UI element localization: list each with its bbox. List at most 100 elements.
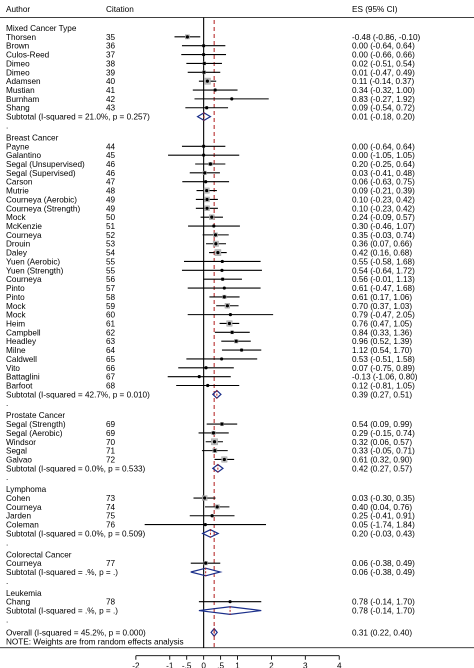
study-es-label: 0.00 (-1.05, 1.05) xyxy=(352,151,415,160)
study-citation: 49 xyxy=(106,195,116,204)
study-es-label: 0.11 (-0.14, 0.37) xyxy=(352,77,414,86)
study-author: Segal (Strength) xyxy=(6,420,66,429)
study-author: Galantino xyxy=(6,151,41,160)
study-point xyxy=(185,35,189,39)
weights-note: NOTE: Weights are from random effects an… xyxy=(6,638,184,647)
study-es-label: 0.53 (-0.51, 1.58) xyxy=(352,355,415,364)
study-point xyxy=(230,330,234,334)
study-es-label: 0.03 (-0.41, 0.48) xyxy=(352,169,415,178)
study-citation: 36 xyxy=(106,42,116,51)
study-author: Shang xyxy=(6,104,30,113)
study-author: Mutrie xyxy=(6,187,29,196)
study-author: Segal xyxy=(6,447,27,456)
study-citation: 43 xyxy=(106,104,116,113)
study-point xyxy=(204,561,208,565)
x-axis-tick-label: 1 xyxy=(235,662,240,668)
group-title: Lymphoma xyxy=(6,485,47,494)
study-citation: 48 xyxy=(106,187,116,196)
study-author: Courneya (Aerobic) xyxy=(6,195,77,204)
study-point xyxy=(220,268,224,272)
x-axis-tick-label: -2 xyxy=(132,662,140,668)
study-point xyxy=(210,215,214,219)
study-point xyxy=(208,162,213,166)
group-spacer-dot: . xyxy=(6,615,8,624)
study-citation: 57 xyxy=(106,284,116,293)
subtotal-diamond xyxy=(196,112,212,122)
x-axis-tick-label: .5 xyxy=(217,662,224,668)
group-spacer-dot: . xyxy=(6,577,8,586)
study-point xyxy=(220,259,224,264)
study-author: Adamsen xyxy=(6,77,41,86)
study-es-label: 0.32 (0.06, 0.57) xyxy=(352,438,412,447)
study-author: Culos-Reed xyxy=(6,51,50,60)
study-es-label: 0.29 (-0.15, 0.74) xyxy=(352,429,415,438)
group-spacer-dot: . xyxy=(6,399,8,408)
study-citation: 66 xyxy=(106,364,116,373)
study-es-label: 0.00 (-0.66, 0.66) xyxy=(352,51,415,60)
study-point xyxy=(220,422,224,426)
study-citation: 67 xyxy=(106,373,116,382)
study-author: Cohen xyxy=(6,494,31,503)
subtotal-label: Subtotal (I-squared = 21.0%, p = 0.257) xyxy=(6,113,150,122)
study-es-label: 0.55 (-0.58, 1.68) xyxy=(352,257,415,266)
study-point xyxy=(202,70,206,74)
study-es-label: 0.61 (0.32, 0.90) xyxy=(352,455,412,464)
study-citation: 44 xyxy=(106,142,116,151)
study-citation: 70 xyxy=(106,438,116,447)
subtotal-label: Subtotal (I-squared = 0.0%, p = 0.533) xyxy=(6,464,146,473)
study-author: Drouin xyxy=(6,240,31,249)
study-es-label: 0.06 (-0.63, 0.75) xyxy=(352,178,415,187)
study-citation: 51 xyxy=(106,222,116,231)
subtotal-es-label: 0.78 (-0.14, 1.70) xyxy=(352,607,415,616)
study-es-label: 0.02 (-0.51, 0.54) xyxy=(352,59,415,68)
study-es-label: 0.35 (-0.03, 0.74) xyxy=(352,231,415,240)
study-es-label: 0.20 (-0.25, 0.64) xyxy=(352,160,415,169)
study-author: Yuen (Strength) xyxy=(6,266,64,275)
study-es-label: 0.10 (-0.23, 0.42) xyxy=(352,195,415,204)
study-author: McKenzie xyxy=(6,222,42,231)
study-point xyxy=(204,366,208,370)
study-citation: 40 xyxy=(106,77,116,86)
study-citation: 75 xyxy=(106,512,116,521)
study-citation: 50 xyxy=(106,213,116,222)
study-point xyxy=(205,106,209,110)
study-point xyxy=(230,97,234,101)
group-title: Colorectal Cancer xyxy=(6,550,72,559)
study-point xyxy=(210,514,214,518)
study-author: Vito xyxy=(6,364,20,373)
group-title: Prostate Cancer xyxy=(6,411,65,420)
study-citation: 74 xyxy=(106,503,116,512)
study-citation: 35 xyxy=(106,33,116,42)
study-es-label: 0.10 (-0.23, 0.42) xyxy=(352,204,415,213)
study-es-label: 0.34 (-0.32, 1.00) xyxy=(352,86,415,95)
study-author: Battaglini xyxy=(6,373,40,382)
study-citation: 76 xyxy=(106,521,116,530)
study-author: Thorsen xyxy=(6,33,36,42)
study-author: Courneya xyxy=(6,231,42,240)
study-citation: 61 xyxy=(106,319,116,328)
study-citation: 41 xyxy=(106,86,116,95)
overall-es-label: 0.31 (0.22, 0.40) xyxy=(352,628,412,637)
study-point xyxy=(215,505,219,509)
study-citation: 62 xyxy=(106,328,116,337)
study-es-label: 0.00 (-0.64, 0.64) xyxy=(352,142,415,151)
study-citation: 55 xyxy=(106,257,116,266)
study-citation: 69 xyxy=(106,420,116,429)
study-point xyxy=(228,600,232,604)
subtotal-es-label: 0.01 (-0.18, 0.20) xyxy=(352,113,415,122)
study-citation: 60 xyxy=(106,311,116,320)
study-point xyxy=(222,457,226,462)
study-author: Yuen (Aerobic) xyxy=(6,257,60,266)
study-point xyxy=(220,357,224,361)
study-es-label: 0.05 (-1.74, 1.84) xyxy=(352,521,415,530)
study-author: Burnham xyxy=(6,95,39,104)
study-point xyxy=(222,286,226,290)
study-es-label: 0.30 (-0.46, 1.07) xyxy=(352,222,415,231)
overall-label: Overall (I-squared = 45.2%, p = 0.000) xyxy=(6,628,146,637)
study-citation: 65 xyxy=(106,355,116,364)
study-es-label: 0.70 (0.37, 1.03) xyxy=(352,302,412,311)
group-spacer-dot: . xyxy=(6,121,8,130)
study-author: Caldwell xyxy=(6,355,37,364)
study-point xyxy=(227,321,232,326)
study-author: Segal (Aerobic) xyxy=(6,429,63,438)
